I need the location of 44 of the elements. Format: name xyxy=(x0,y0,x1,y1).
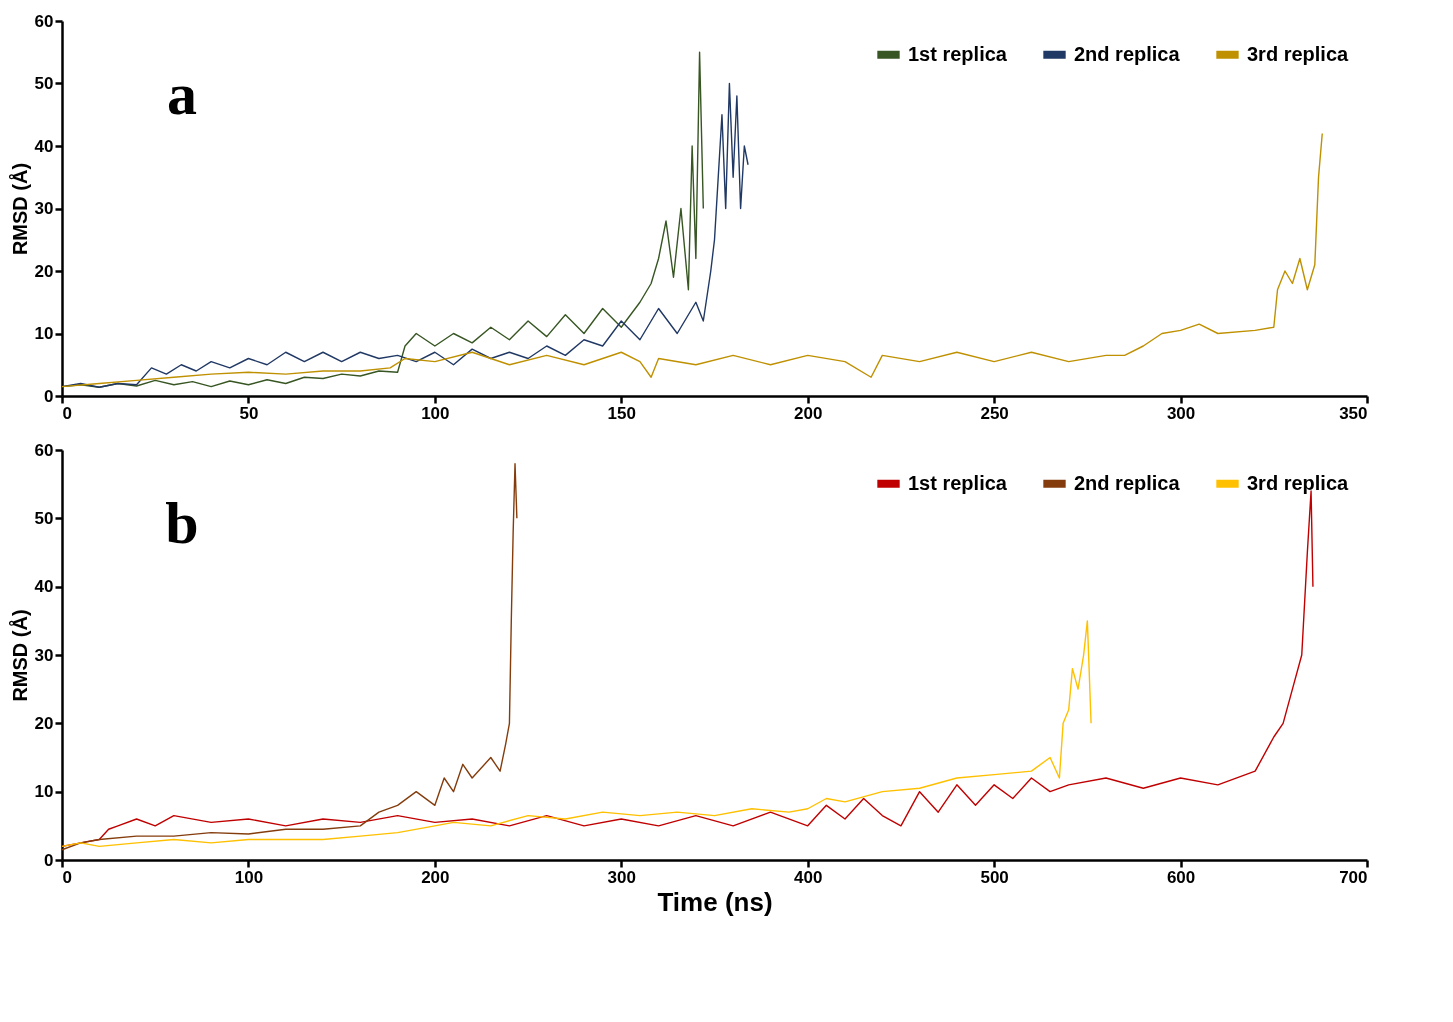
x-tick-label: 300 xyxy=(607,867,636,887)
x-tick-label: 200 xyxy=(421,867,450,887)
y-tick-label: 10 xyxy=(34,782,54,802)
x-tick-label: 100 xyxy=(421,403,450,423)
legend-label: 2nd replica xyxy=(1074,471,1181,494)
y-tick-label: 20 xyxy=(34,713,54,733)
x-tick-label: 300 xyxy=(1166,403,1196,423)
y-tick-label: 30 xyxy=(34,199,54,218)
y-axis-title: RMSD (Å) xyxy=(7,609,31,702)
y-tick-label: 60 xyxy=(34,11,54,31)
line-series xyxy=(61,132,1323,388)
line-series xyxy=(61,462,518,851)
y-tick-label: 30 xyxy=(34,645,54,665)
y-tick-label: 10 xyxy=(34,324,54,343)
y-axis-title: RMSD (Å) xyxy=(7,162,31,256)
x-tick-label: 150 xyxy=(607,403,636,423)
x-axis-title: Time (ns) xyxy=(657,886,773,917)
x-tick-label: 0 xyxy=(62,867,72,887)
y-tick-label: 50 xyxy=(34,74,54,93)
y-tick-label: 50 xyxy=(34,508,54,528)
x-tick-label: 0 xyxy=(62,403,72,423)
y-tick-label: 40 xyxy=(34,136,54,156)
x-tick-label: 50 xyxy=(239,403,259,423)
annotation: b xyxy=(165,490,199,556)
y-tick-label: 0 xyxy=(44,386,54,406)
x-tick-label: 200 xyxy=(794,403,823,423)
y-tick-label: 0 xyxy=(44,850,54,870)
x-tick-label: 350 xyxy=(1339,403,1368,423)
y-tick-label: 40 xyxy=(34,577,54,597)
legend-label: 1st replica xyxy=(908,42,1008,65)
x-tick-label: 500 xyxy=(980,867,1009,887)
y-tick-label: 20 xyxy=(34,261,54,281)
legend-label: 3rd replica xyxy=(1247,471,1350,494)
x-tick-label: 250 xyxy=(980,403,1009,423)
line-series xyxy=(61,620,1092,848)
legend-label: 1st replica xyxy=(908,471,1008,494)
legend-label: 2nd replica xyxy=(1074,42,1181,65)
x-tick-label: 400 xyxy=(794,867,823,887)
x-tick-label: 100 xyxy=(234,867,264,887)
annotation: a xyxy=(167,61,197,127)
x-tick-label: 600 xyxy=(1166,867,1196,887)
legend-label: 3rd replica xyxy=(1247,42,1350,65)
y-tick-label: 60 xyxy=(34,440,54,460)
x-tick-label: 700 xyxy=(1339,867,1368,887)
